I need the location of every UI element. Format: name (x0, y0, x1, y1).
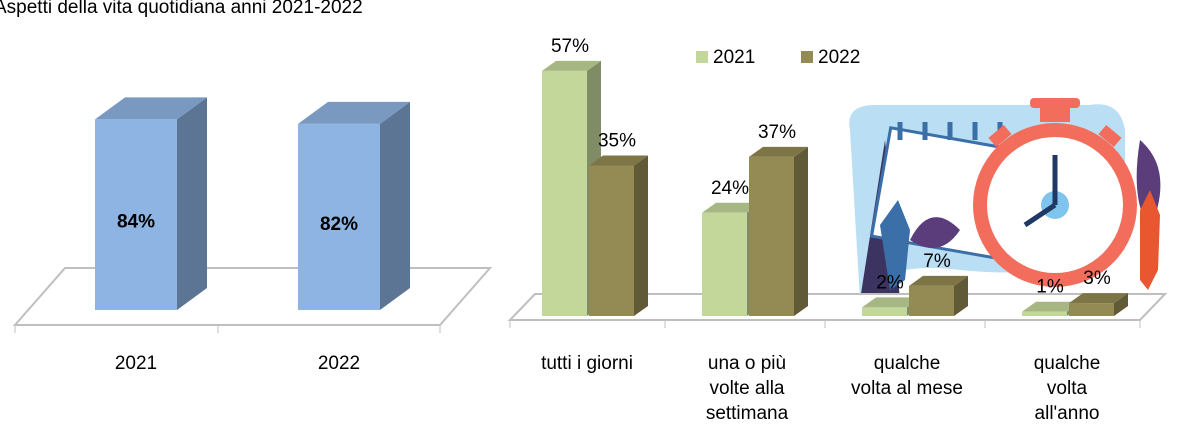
bar (1069, 303, 1114, 316)
value-label: 3% (1083, 268, 1111, 289)
bar-side (634, 155, 648, 316)
bar-top (702, 202, 761, 213)
value-label: 82% (320, 214, 358, 235)
bar (702, 212, 747, 316)
value-label: 37% (758, 122, 796, 143)
bar-top (1022, 301, 1081, 312)
bar-side (1114, 293, 1128, 316)
x-tick-label: una o più (708, 353, 786, 374)
bar-top (749, 146, 808, 157)
x-tick-label: all'anno (1035, 403, 1100, 424)
illustration (849, 98, 1161, 301)
bar-side (380, 101, 410, 310)
bar (1022, 311, 1067, 316)
bar-side (954, 275, 968, 316)
x-tick-label: 2021 (115, 353, 157, 374)
value-label: 1% (1036, 277, 1064, 298)
bar (749, 156, 794, 316)
bar-side (177, 97, 207, 310)
legend-swatch (696, 51, 708, 63)
bar (862, 307, 907, 316)
legend-swatch (801, 51, 813, 63)
legend-label: 2022 (818, 47, 860, 68)
value-label: 7% (923, 251, 951, 272)
x-tick-label: volta (1047, 378, 1088, 399)
x-tick-label: volte alla (710, 378, 785, 399)
bar (589, 165, 634, 316)
bar-top (298, 101, 410, 124)
floor (507, 293, 1168, 321)
value-label: 57% (551, 36, 589, 57)
bar (909, 285, 954, 316)
bar-top (589, 155, 648, 166)
value-label: 24% (711, 178, 749, 199)
bar-top (862, 297, 921, 308)
x-tick-label: tutti i giorni (541, 353, 633, 374)
bar-top (1069, 293, 1128, 304)
x-tick-label: volta al mese (851, 378, 963, 399)
x-tick-label: qualche (1034, 353, 1101, 374)
x-tick-label: qualche (874, 353, 941, 374)
bar (542, 70, 587, 317)
legend-label: 2021 (713, 47, 755, 68)
chart-title: Aspetti della vita quotidiana anni 2021-… (0, 0, 363, 18)
floor (12, 267, 493, 326)
bar (95, 119, 177, 310)
bar-side (794, 146, 808, 316)
x-tick-label: settimana (706, 403, 789, 424)
bar (298, 123, 380, 310)
value-label: 35% (598, 131, 636, 152)
bar-top (542, 60, 601, 71)
bar-top (909, 275, 968, 286)
value-label: 2% (876, 272, 904, 293)
bar-top (95, 97, 207, 120)
x-tick-label: 2022 (318, 353, 360, 374)
value-label: 84% (117, 212, 155, 233)
